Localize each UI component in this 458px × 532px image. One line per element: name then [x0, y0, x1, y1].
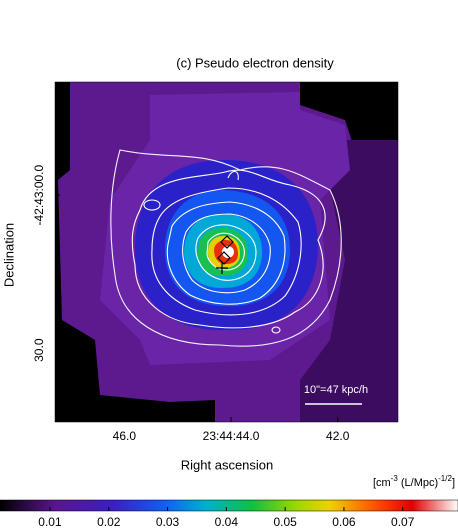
- scale-bar-label: 10"=47 kpc/h: [304, 384, 368, 396]
- colorbar-label-part: (L/Mpc): [398, 477, 438, 489]
- y-tick-label: 30.0: [32, 338, 46, 362]
- colorbar-label: [cm-3 (L/Mpc)-1/2]: [373, 474, 455, 489]
- image: [55, 82, 398, 422]
- colorbar-tick-label: 0.01: [38, 515, 62, 529]
- x-axis-label: Right ascension: [181, 457, 274, 472]
- colorbar: [0, 499, 458, 512]
- y-axis-label: Declination: [1, 223, 16, 287]
- colorbar-label-part: [cm: [373, 477, 391, 489]
- x-tick-label: 42.0: [326, 429, 350, 443]
- colorbar-tick-label: 0.07: [391, 515, 415, 529]
- x-tick-label: 46.0: [113, 429, 137, 443]
- y-tick-label: -42:43:00.0: [32, 164, 46, 225]
- colorbar-tick-label: 0.06: [332, 515, 356, 529]
- image-frame: [54, 81, 399, 423]
- x-tick-label: 23:44:44.0: [203, 429, 260, 443]
- colorbar-label-part: ]: [452, 477, 455, 489]
- colorbar-tick-label: 0.04: [215, 515, 239, 529]
- colorbar-tick-label: 0.05: [273, 515, 297, 529]
- colorbar-label-part: -1/2: [438, 474, 452, 483]
- colorbar-label-part: -3: [391, 474, 399, 483]
- colorbar-tick-label: 0.02: [97, 515, 121, 529]
- colorbar-tick-label: 0.03: [156, 515, 180, 529]
- chart-title: (c) Pseudo electron density: [176, 55, 334, 70]
